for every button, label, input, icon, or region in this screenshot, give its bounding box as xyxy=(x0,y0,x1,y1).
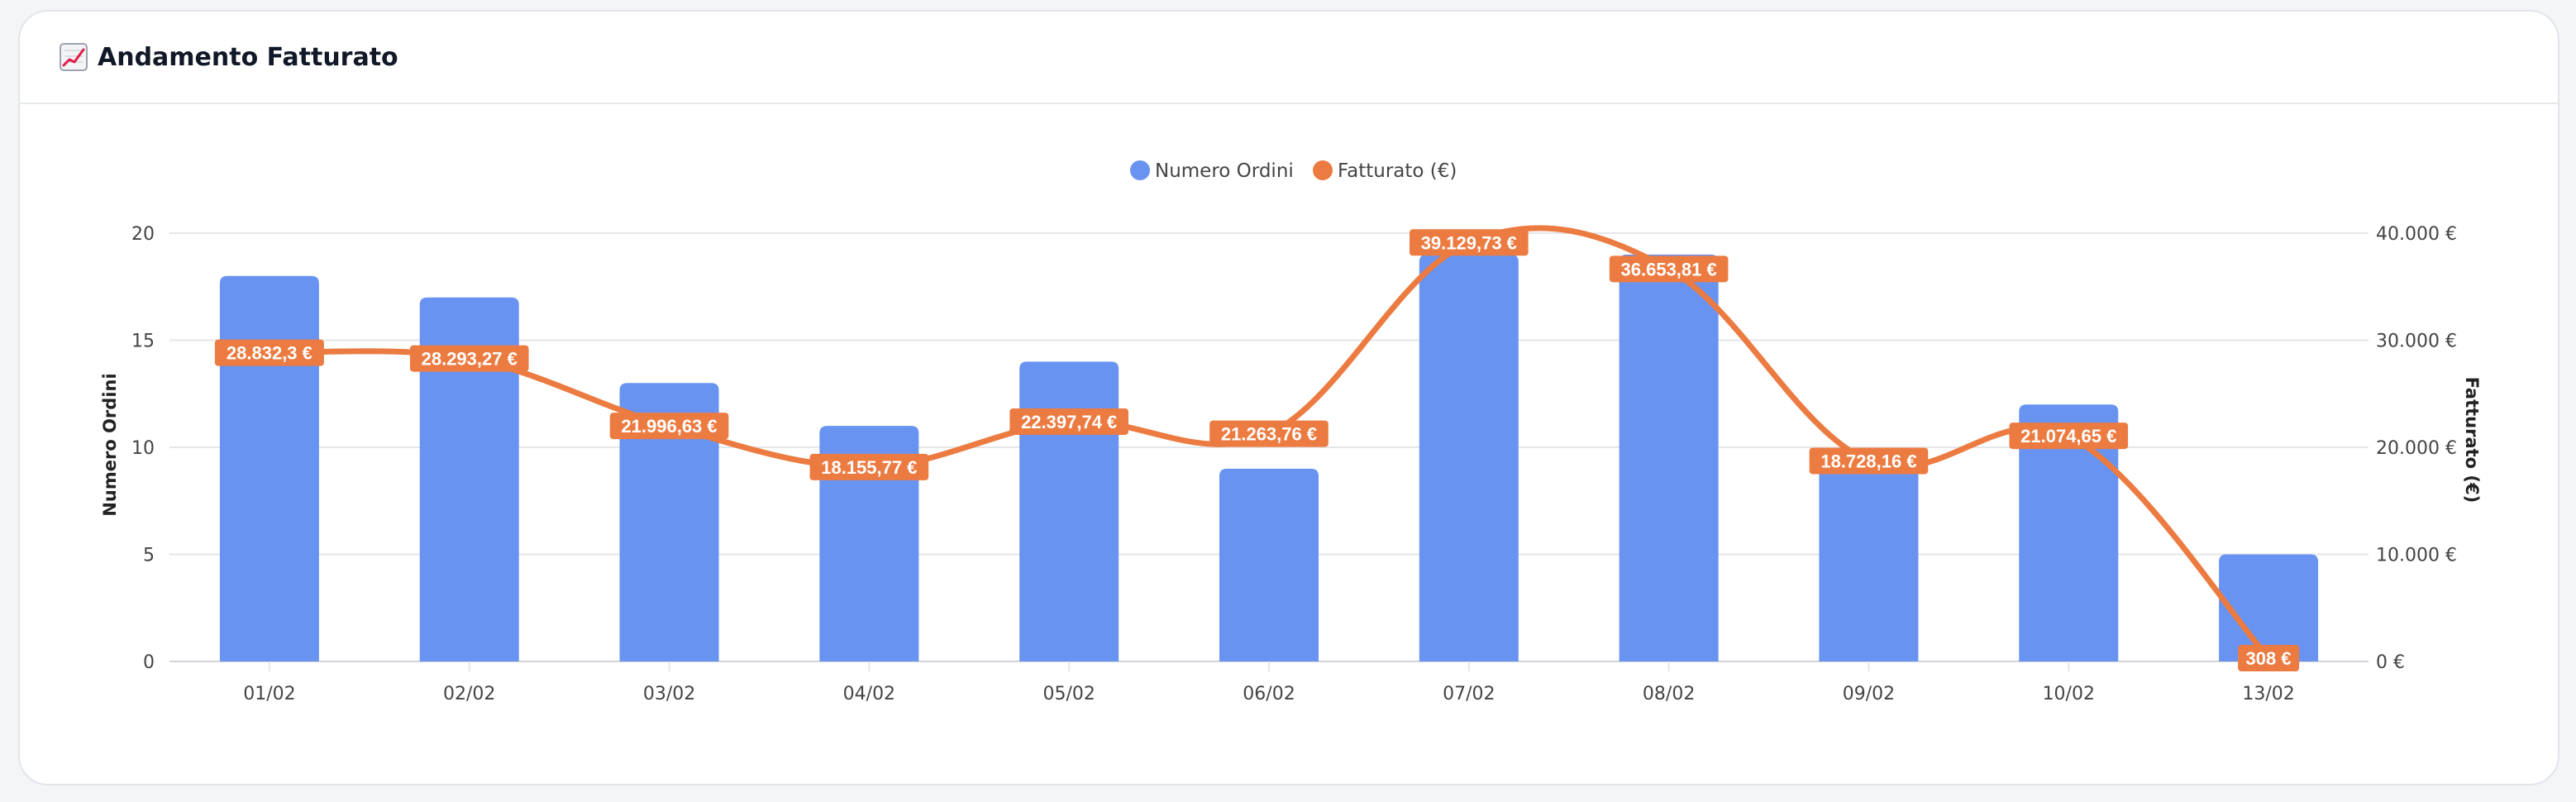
bar-numero-ordini[interactable] xyxy=(619,383,719,661)
x-tick-label: 13/02 xyxy=(2242,684,2294,704)
data-label-text: 21.996,63 € xyxy=(621,416,717,437)
legend-item-numero-ordini[interactable]: Numero Ordini xyxy=(1130,160,1294,182)
card-title: Andamento Fatturato xyxy=(98,42,398,72)
data-label-bg xyxy=(1410,229,1529,256)
axes: 0 0 € 5 10.000 € 10 20.000 € 15 30.000 € 20 40.00… xyxy=(131,224,2457,704)
y-right-tick-label: 20.000 € xyxy=(2376,438,2457,459)
data-label-fatturato: 21.996,63 € xyxy=(609,413,729,440)
data-label-fatturato: 39.129,73 € xyxy=(1410,229,1529,256)
x-tick-label: 10/02 xyxy=(2043,684,2095,704)
bar-numero-ordini[interactable] xyxy=(2219,554,2319,662)
y-left-tick-label: 0 xyxy=(143,652,155,673)
data-label-text: 18.155,77 € xyxy=(821,457,917,478)
data-label-fatturato: 28.293,27 € xyxy=(409,345,529,372)
data-label-text: 36.653,81 € xyxy=(1621,259,1717,279)
legend-marker-numero-ordini xyxy=(1130,160,1150,180)
y-right-tick-label: 40.000 € xyxy=(2376,224,2457,245)
y-right-tick-label: 30.000 € xyxy=(2376,332,2457,352)
chart-increasing-icon xyxy=(60,43,88,71)
y-axis-right-title: Fatturato (€) xyxy=(2462,377,2482,503)
data-label-text: 39.129,73 € xyxy=(1421,232,1517,253)
y-left-tick-label: 10 xyxy=(131,438,155,459)
legend-label-fatturato: Fatturato (€) xyxy=(1338,160,1457,182)
x-tick-label: 02/02 xyxy=(443,684,495,704)
data-label-fatturato: 36.653,81 € xyxy=(1609,255,1729,283)
bar-numero-ordini[interactable] xyxy=(1219,468,1319,661)
data-label-fatturato: 308 € xyxy=(2238,645,2300,672)
bar-numero-ordini[interactable] xyxy=(819,426,919,661)
data-label-fatturato: 21.074,65 € xyxy=(2009,422,2129,450)
data-label-fatturato: 18.155,77 € xyxy=(809,453,929,480)
data-label-bg xyxy=(2238,645,2300,672)
y-left-tick-label: 20 xyxy=(131,224,155,245)
data-label-text: 28.293,27 € xyxy=(422,349,518,370)
card-header: Andamento Fatturato xyxy=(20,12,2558,104)
x-tick-label: 05/02 xyxy=(1042,684,1095,704)
data-label-text: 308 € xyxy=(2246,648,2292,669)
legend-label-numero-ordini: Numero Ordini xyxy=(1155,160,1294,182)
x-tick-label: 08/02 xyxy=(1643,684,1695,704)
x-tick-label: 09/02 xyxy=(1843,684,1895,704)
data-label-bg xyxy=(1809,447,1929,475)
data-label-fatturato: 22.397,74 € xyxy=(1009,408,1128,435)
bar-series-numero-ordini xyxy=(219,254,2319,662)
data-label-bg xyxy=(1209,420,1329,447)
data-label-text: 28.832,3 € xyxy=(227,343,312,364)
bar-numero-ordini[interactable] xyxy=(1619,254,1719,661)
data-labels: 28.832,3 € 28.293,27 € 21.996,63 € 18.155,7… xyxy=(214,229,2300,672)
data-label-text: 18.728,16 € xyxy=(1820,451,1916,471)
bar-numero-ordini[interactable] xyxy=(1419,254,1519,661)
data-label-bg xyxy=(214,339,324,366)
y-right-tick-label: 10.000 € xyxy=(2376,546,2457,566)
data-label-bg xyxy=(2009,422,2129,450)
data-label-fatturato: 21.263,76 € xyxy=(1209,420,1329,447)
data-label-bg xyxy=(1609,255,1729,283)
bar-numero-ordini[interactable] xyxy=(2019,404,2119,661)
data-label-bg xyxy=(809,453,929,480)
bar-numero-ordini[interactable] xyxy=(419,297,519,661)
data-label-fatturato: 18.728,16 € xyxy=(1809,447,1929,475)
data-label-text: 21.263,76 € xyxy=(1221,424,1317,445)
legend: Numero Ordini Fatturato (€) xyxy=(1130,160,1457,182)
legend-item-fatturato[interactable]: Fatturato (€) xyxy=(1313,160,1457,182)
bar-numero-ordini[interactable] xyxy=(1819,468,1919,661)
data-label-bg xyxy=(609,413,729,440)
y-left-tick-label: 15 xyxy=(131,332,155,352)
x-tick-label: 04/02 xyxy=(843,684,895,704)
x-tick-label: 06/02 xyxy=(1243,684,1295,704)
y-left-tick-label: 5 xyxy=(143,546,155,566)
y-axis-left-title: Numero Ordini xyxy=(100,373,120,516)
bar-numero-ordini[interactable] xyxy=(1019,361,1119,661)
data-label-fatturato: 28.832,3 € xyxy=(214,339,324,366)
data-label-bg xyxy=(409,345,529,372)
data-label-text: 21.074,65 € xyxy=(2020,426,2116,446)
data-label-text: 22.397,74 € xyxy=(1021,412,1117,432)
x-tick-label: 01/02 xyxy=(243,684,295,704)
y-right-tick-label: 0 € xyxy=(2376,652,2405,673)
bar-numero-ordini[interactable] xyxy=(219,275,319,661)
x-tick-label: 03/02 xyxy=(643,684,695,704)
data-label-bg xyxy=(1009,408,1128,435)
legend-marker-fatturato xyxy=(1313,160,1333,180)
x-tick-label: 07/02 xyxy=(1443,684,1495,704)
